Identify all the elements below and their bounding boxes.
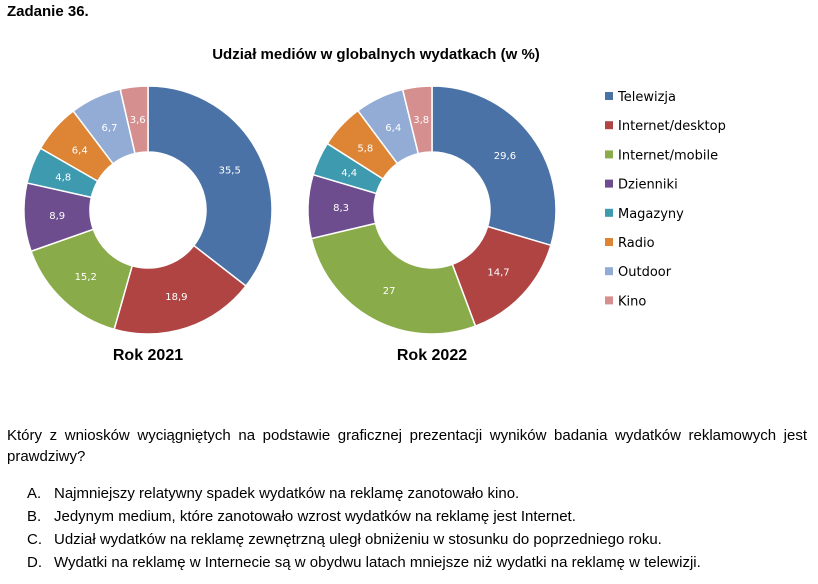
data-label: 27 — [383, 286, 396, 297]
option-text: Udział wydatków na reklamę zewnętrzną ul… — [54, 531, 662, 548]
legend-swatch — [605, 179, 613, 188]
data-label: 8,3 — [333, 203, 349, 214]
data-label: 15,2 — [75, 272, 97, 283]
donut-group: 35,5 18,9 15,2 8,9 4,8 6,4 6,7 3,6 Rok 2021 29,6 1… — [23, 85, 557, 364]
option-text: Najmniejszy relatywny spadek wydatków na… — [54, 485, 520, 502]
legend-entry: Internet/mobile — [618, 148, 718, 163]
donut-slice-internet-desktop — [113, 244, 248, 335]
option-c[interactable]: C. Udział wydatków na reklamę zewnętrzną … — [27, 530, 807, 553]
legend-entry: Magazyny — [618, 207, 684, 222]
legend-entry: Radio — [618, 236, 655, 251]
data-label: 35,5 — [219, 165, 241, 176]
answer-options: A. Najmniejszy relatywny spadek wydatków … — [27, 484, 807, 576]
donut-slice-telewizja — [147, 85, 273, 288]
option-d[interactable]: D. Wydatki na reklamę w Internecie są w o… — [27, 553, 807, 576]
legend-swatch — [605, 150, 613, 159]
legend-swatch — [605, 296, 613, 305]
legend-entry: Telewizja — [617, 90, 676, 105]
legend-swatch — [605, 92, 613, 100]
donut-slice-kino — [401, 85, 433, 155]
legend-swatch — [605, 121, 613, 130]
option-b[interactable]: B. Jedynym medium, które zanotowało wzros… — [27, 507, 807, 530]
data-label: 4,4 — [341, 168, 357, 179]
option-letter: B. — [27, 508, 42, 525]
series-name-label: Rok 2021 — [113, 347, 183, 364]
legend-swatch — [605, 208, 613, 217]
option-a[interactable]: A. Najmniejszy relatywny spadek wydatków … — [27, 484, 807, 507]
legend-swatch — [605, 238, 613, 246]
legend-entry: Outdoor — [618, 265, 672, 280]
data-label: 8,9 — [49, 211, 65, 222]
donut-charts: Udział mediów w globalnych wydatkach (w … — [23, 46, 726, 364]
donut-slice-internet-mobile — [310, 222, 477, 335]
question-text: Który z wniosków wyciągniętych na podsta… — [7, 427, 807, 465]
series-name-label: Rok 2022 — [397, 347, 467, 364]
data-label: 5,8 — [357, 144, 373, 155]
option-text: Jedynym medium, które zanotowało wzrost … — [54, 508, 576, 525]
option-letter: A. — [27, 485, 42, 502]
data-label: 18,9 — [165, 292, 187, 303]
donut-slice-kino — [119, 85, 149, 155]
data-label: 3,6 — [130, 115, 146, 126]
legend-entry: Internet/desktop — [618, 119, 726, 134]
option-letter: C. — [27, 531, 42, 548]
chart-title: Udział mediów w globalnych wydatkach (w … — [212, 46, 540, 63]
data-label: 6,7 — [102, 123, 118, 134]
option-text: Wydatki na reklamę w Internecie są w oby… — [54, 554, 701, 571]
option-letter: D. — [27, 554, 42, 571]
data-label: 14,7 — [487, 268, 509, 279]
data-label: 3,8 — [413, 115, 429, 126]
legend: Telewizja Internet/desktop Internet/mobile… — [605, 90, 726, 309]
data-label: 29,6 — [494, 151, 516, 162]
data-label: 6,4 — [72, 145, 88, 156]
data-label: 6,4 — [385, 123, 401, 134]
legend-entry: Kino — [618, 294, 646, 309]
legend-entry: Dzienniki — [618, 178, 678, 193]
donut-slice-telewizja — [431, 85, 557, 247]
data-label: 4,8 — [55, 173, 71, 184]
legend-swatch — [605, 267, 613, 276]
task-title: Zadanie 36. — [7, 3, 89, 20]
